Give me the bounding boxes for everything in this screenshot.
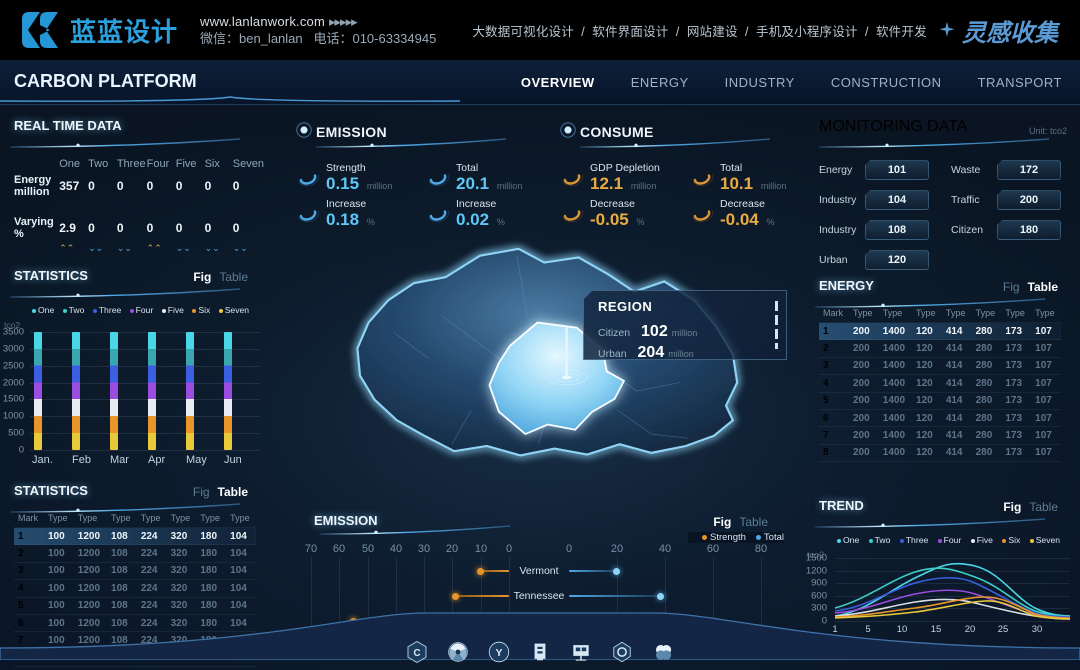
svg-text:C: C xyxy=(413,648,420,659)
svg-text:Y: Y xyxy=(495,647,502,659)
